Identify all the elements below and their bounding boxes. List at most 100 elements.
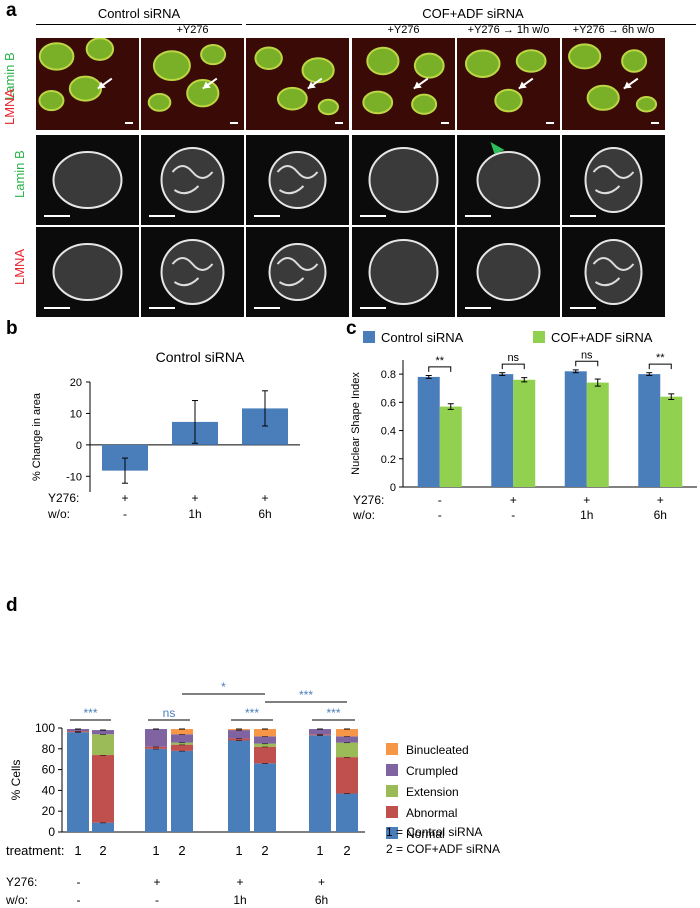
treatment-value: 2 (99, 843, 106, 858)
condition-label: +Y276 → 1h w/o (467, 24, 550, 36)
micrograph-image (584, 147, 643, 213)
micrograph-image (160, 147, 225, 213)
bar (586, 382, 609, 487)
micrograph-image (476, 142, 541, 209)
y-tick-label: 0 (390, 482, 396, 494)
scale-bar (44, 307, 70, 309)
y-tick-label: 100 (35, 721, 55, 735)
stacked-segment-normal (67, 732, 89, 832)
stacked-segment-normal (145, 748, 167, 832)
bar (660, 396, 683, 487)
arrow-head-icon (202, 81, 211, 89)
nuclear-fold (276, 165, 319, 195)
stacked-segment-abnormal (145, 746, 167, 749)
significance-label: *** (245, 706, 259, 720)
laminb-micrograph (141, 135, 244, 225)
stacked-segment-binucleated (171, 729, 193, 735)
y-tick-label: 0 (48, 825, 55, 839)
y276-label: Y276: (6, 875, 37, 889)
legend-label: Normal (406, 827, 445, 841)
scale-bar (335, 122, 343, 124)
stacked-segment-crumpled (92, 730, 114, 735)
merged-micrograph (562, 38, 665, 130)
nucleus (515, 49, 547, 73)
y276-value: + (318, 875, 325, 889)
stacked-segment-extension (336, 742, 358, 758)
wo-value: 1h (188, 507, 201, 520)
legend-swatch (533, 331, 545, 343)
stacked-segment-abnormal (228, 738, 250, 741)
treatment-value: 1 (235, 843, 242, 858)
y-tick-label: 0.2 (381, 454, 396, 466)
scale-bar (360, 215, 386, 217)
stacked-segment-crumpled (309, 729, 331, 735)
arrow-head-icon (518, 81, 527, 89)
scale-bar (441, 122, 449, 124)
merged-micrograph (457, 38, 560, 130)
y-tick-label: 20 (70, 377, 82, 389)
nucleus (586, 84, 620, 111)
nucleus-outline (52, 243, 123, 301)
merged-micrograph (246, 38, 349, 130)
nuclear-fold (592, 165, 635, 195)
nucleus-outline (52, 151, 123, 209)
laminb-micrograph (246, 135, 349, 225)
laminb-micrograph (36, 135, 139, 225)
stacked-segment-normal (309, 735, 331, 832)
legend-swatch (386, 827, 398, 839)
panel-a-label: a (6, 0, 17, 21)
wo-value: 6h (258, 507, 271, 520)
y-axis-label: % Cells (9, 760, 23, 801)
micrograph-image (464, 49, 547, 113)
nucleus (635, 96, 658, 113)
arrow-head-icon (413, 81, 422, 89)
wo-value: - (155, 893, 159, 907)
scale-bar (465, 307, 491, 309)
nucleus-outline (268, 151, 327, 209)
wo-value: - (438, 508, 442, 520)
nucleus (621, 49, 648, 73)
nucleus (494, 88, 523, 113)
y276-value: + (191, 491, 198, 505)
legend-swatch (386, 743, 398, 755)
wo-value: 1h (233, 893, 246, 907)
stacked-segment-crumpled (171, 734, 193, 743)
scale-bar (360, 307, 386, 309)
nucleus-outline (368, 147, 439, 213)
condition-label: +Y276 (176, 24, 209, 36)
group-line-control (36, 24, 242, 25)
stacked-segment-extension (92, 734, 114, 756)
laminb-micrograph (562, 135, 665, 225)
stacked-segment-normal (336, 793, 358, 832)
stacked-segment-abnormal (254, 746, 276, 764)
scale-bar (465, 215, 491, 217)
treatment-key-2: 2 = COF+ADF siRNA (386, 842, 500, 856)
nucleus (362, 90, 394, 115)
y-tick-label: 80 (42, 742, 56, 756)
nucleus (413, 52, 445, 79)
chart-c: Control siRNA COF+ADF siRNA Nuclear Shape … (350, 330, 697, 520)
micrograph-image (160, 239, 225, 305)
y276-value: - (77, 875, 81, 889)
significance-label: ns (163, 706, 176, 720)
treatment-label: treatment: (6, 843, 65, 858)
row-label-mid: Lamin B (12, 150, 27, 198)
y276-label: Y276: (353, 493, 384, 507)
nucleus (38, 42, 75, 71)
nucleus (317, 98, 340, 116)
micrograph-image (268, 151, 327, 209)
wo-value: - (123, 507, 127, 520)
stacked-segment-abnormal (336, 757, 358, 794)
significance-bracket (648, 363, 672, 370)
stacked-segment-abnormal (309, 734, 331, 736)
lmna-micrograph (141, 227, 244, 317)
arrow-head-icon (97, 81, 106, 89)
stacked-segment-normal (254, 763, 276, 832)
significance-label: ** (435, 355, 444, 367)
significance-bracket (501, 363, 525, 370)
micrograph-image (254, 46, 340, 116)
wo-value: 6h (654, 508, 667, 520)
merged-micrograph (352, 38, 455, 130)
significance-label: ** (656, 352, 665, 364)
